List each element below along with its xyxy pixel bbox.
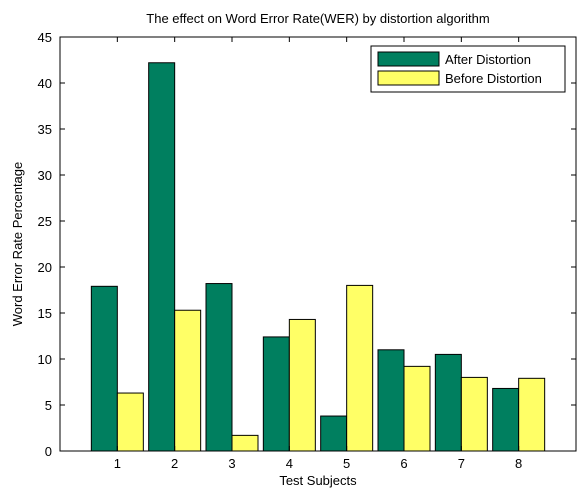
bars-layer xyxy=(90,62,546,452)
legend-swatch-after-distortion xyxy=(377,51,440,67)
y-axis-label: Word Error Rate Percentage xyxy=(10,162,25,327)
x-tick-label: 8 xyxy=(515,456,522,471)
bar-after-1 xyxy=(90,285,118,452)
bar-before-3 xyxy=(231,434,259,452)
bar-after-3 xyxy=(205,283,233,452)
x-tick-label: 5 xyxy=(343,456,350,471)
y-tick-label: 45 xyxy=(38,30,52,45)
y-tick-label: 5 xyxy=(45,398,52,413)
bar-before-2 xyxy=(174,309,202,452)
bar-after-4 xyxy=(262,336,290,452)
bar-after-8 xyxy=(492,387,520,452)
chart-title: The effect on Word Error Rate(WER) by di… xyxy=(146,11,489,26)
y-tick-label: 40 xyxy=(38,76,52,91)
y-tick-label: 20 xyxy=(38,260,52,275)
plot-area xyxy=(59,36,577,452)
x-tick-label: 6 xyxy=(400,456,407,471)
bar-after-7 xyxy=(434,353,462,452)
x-axis-label: Test Subjects xyxy=(279,473,357,488)
x-tick-label: 4 xyxy=(286,456,293,471)
legend: After Distortion Before Distortion xyxy=(370,45,566,93)
x-tick-label: 7 xyxy=(458,456,465,471)
y-tick-label: 25 xyxy=(38,214,52,229)
bar-before-5 xyxy=(346,284,374,452)
legend-swatch-before-distortion xyxy=(377,70,440,86)
y-tick-label: 15 xyxy=(38,306,52,321)
legend-label-after-distortion: After Distortion xyxy=(445,52,531,67)
x-tick-label: 3 xyxy=(228,456,235,471)
bar-before-8 xyxy=(518,377,546,452)
bar-after-6 xyxy=(377,349,405,452)
bar-before-4 xyxy=(288,318,316,452)
bar-after-2 xyxy=(148,62,176,452)
bar-before-6 xyxy=(403,365,431,452)
y-tick-label: 10 xyxy=(38,352,52,367)
x-tick-label: 1 xyxy=(114,456,121,471)
y-tick-label: 30 xyxy=(38,168,52,183)
bar-before-7 xyxy=(460,376,488,452)
y-tick-label: 35 xyxy=(38,122,52,137)
y-tick-label: 0 xyxy=(45,444,52,459)
x-tick-label: 2 xyxy=(171,456,178,471)
bar-before-1 xyxy=(116,392,144,452)
legend-label-before-distortion: Before Distortion xyxy=(445,71,542,86)
bar-after-5 xyxy=(320,415,348,452)
